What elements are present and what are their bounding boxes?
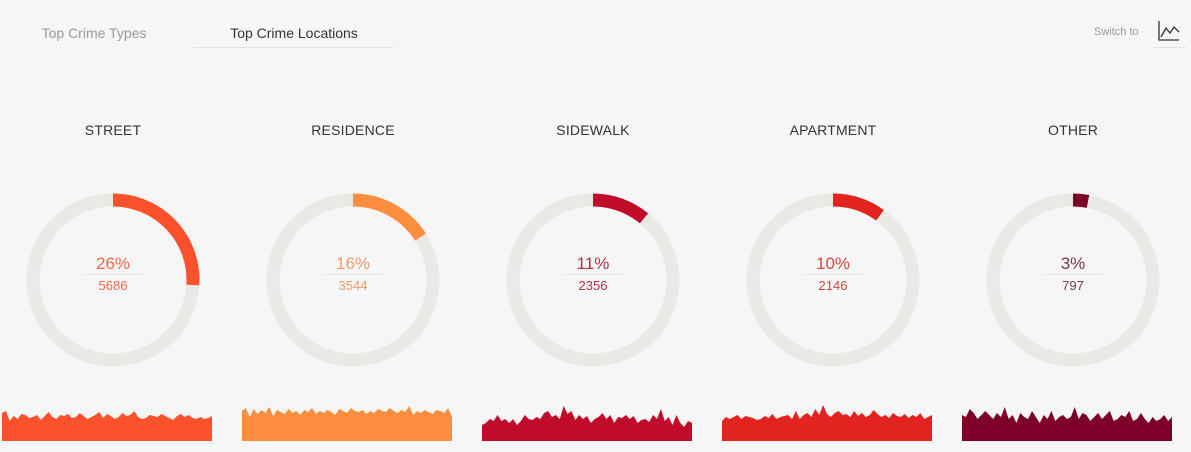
panel-residence: RESIDENCE 16% 3544 — [233, 0, 473, 452]
count-label: 2356 — [578, 278, 608, 293]
trend-sparkline — [482, 406, 692, 441]
panel-apartment: APARTMENT 10% 2146 — [713, 0, 953, 452]
percent-label: 16% — [335, 254, 371, 273]
top-bar: Top Crime Types Top Crime Locations Swit… — [0, 0, 1191, 70]
donut-arc-street[interactable] — [112, 193, 200, 286]
line-chart-icon — [1158, 21, 1180, 41]
panel-title: OTHER — [1048, 122, 1098, 138]
switch-to-label: Switch to — [1094, 26, 1139, 38]
panel-title: APARTMENT — [789, 122, 877, 138]
trend-sparkline — [722, 405, 932, 441]
donut-arc-residence[interactable] — [352, 193, 427, 241]
tab-top-crime-locations[interactable]: Top Crime Locations — [194, 18, 394, 48]
trend-sparkline — [2, 411, 212, 441]
panel-other: OTHER 3% 797 — [953, 0, 1191, 452]
label-divider — [803, 274, 863, 275]
percent-label: 3% — [1060, 254, 1086, 273]
count-label: 2146 — [818, 278, 848, 293]
percent-label: 10% — [815, 254, 851, 273]
percent-label: 26% — [95, 254, 131, 273]
trend-sparkline — [962, 407, 1172, 441]
panel-title: RESIDENCE — [311, 122, 395, 138]
label-divider — [1043, 274, 1103, 275]
panel-sidewalk: SIDEWALK 11% 2356 — [473, 0, 713, 452]
sparkline-area — [242, 406, 452, 441]
donut-arc-sidewalk[interactable] — [592, 193, 649, 224]
count-label: 797 — [1062, 278, 1084, 293]
panel-title: SIDEWALK — [556, 122, 630, 138]
label-divider — [323, 274, 383, 275]
donut-arc-other[interactable] — [1072, 193, 1090, 208]
donut-chart — [266, 193, 440, 367]
sparkline-area — [482, 406, 692, 441]
donut-arc-apartment[interactable] — [832, 193, 884, 221]
switch-view-button[interactable] — [1153, 16, 1185, 48]
donut-chart — [26, 193, 200, 367]
count-label: 3544 — [338, 278, 368, 293]
donut-chart — [986, 193, 1160, 367]
donut-chart — [506, 193, 680, 367]
tab-top-crime-types[interactable]: Top Crime Types — [41, 25, 147, 41]
panel-street: STREET 26% 5686 — [0, 0, 233, 452]
sparkline-area — [722, 405, 932, 441]
sparkline-area — [2, 411, 212, 441]
trend-sparkline — [242, 406, 452, 441]
label-divider — [83, 274, 143, 275]
count-label: 5686 — [98, 278, 128, 293]
donut-chart — [746, 193, 920, 367]
percent-label: 11% — [576, 254, 610, 273]
label-divider — [563, 274, 623, 275]
sparkline-area — [962, 407, 1172, 441]
panel-title: STREET — [84, 122, 142, 138]
